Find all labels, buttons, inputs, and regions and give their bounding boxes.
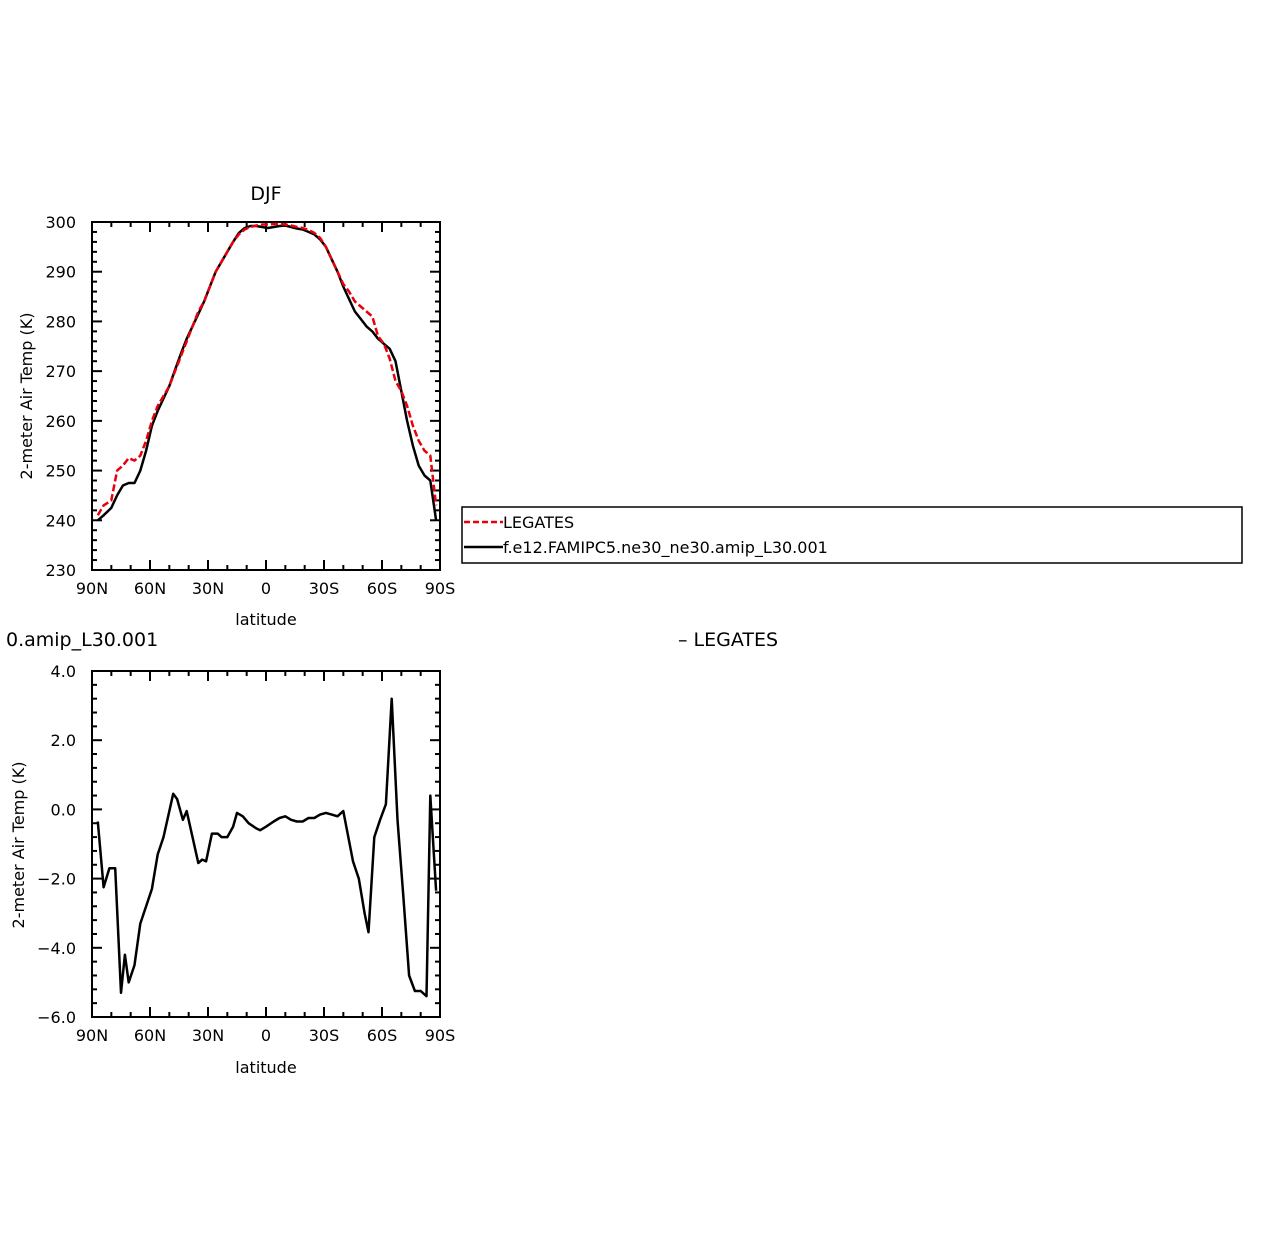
x-tick-label: 90N xyxy=(76,579,108,598)
chart-top-ticks: 90N 60N 30N 0 30S 60S 90S 230 240 250 260 270 280 290… xyxy=(45,213,455,598)
x-tick-label: 30S xyxy=(309,579,340,598)
chart-bottom-title-right: – LEGATES xyxy=(678,629,778,651)
series-line-1-0 xyxy=(96,697,438,998)
x-tick-label: 90N xyxy=(76,1026,108,1045)
series-line-0-0 xyxy=(96,222,438,516)
legend: LEGATES f.e12.FAMIPC5.ne30_ne30.amip_L30… xyxy=(461,506,1243,564)
x-tick-label: 60S xyxy=(367,1026,398,1045)
chart-bottom-title-left: 0.amip_L30.001 xyxy=(6,629,158,651)
x-tick-label: 30N xyxy=(192,579,224,598)
x-tick-label: 90S xyxy=(425,579,456,598)
chart-top-frame xyxy=(91,221,441,571)
chart-bottom-series xyxy=(96,697,438,998)
y-tick-label: −2.0 xyxy=(37,870,76,889)
x-tick-label: 0 xyxy=(261,1026,271,1045)
x-tick-label: 60N xyxy=(134,1026,166,1045)
y-tick-label: 270 xyxy=(45,362,76,381)
x-tick-label: 60S xyxy=(367,579,398,598)
chart-bottom-ticks: 90N 60N 30N 0 30S 60S 90S −6.0 −4.0 −2.0 0.0 2.0 4.0 xyxy=(37,662,455,1045)
y-tick-label: 260 xyxy=(45,412,76,431)
series-line-0-1 xyxy=(96,224,438,522)
y-tick-label: 300 xyxy=(45,213,76,232)
y-tick-label: −6.0 xyxy=(37,1008,76,1027)
chart-bottom-frame xyxy=(91,670,441,1018)
legend-box xyxy=(461,506,1243,564)
chart-top: DJF 90N 60N 30N 0 30S 60S 90S 230 240 250 260 270 28… xyxy=(17,183,455,629)
chart-bottom: 0.amip_L30.001 – LEGATES 90N 60N 30N 0 30S 60… xyxy=(6,629,778,1077)
x-tick-label: 90S xyxy=(425,1026,456,1045)
chart-top-title: DJF xyxy=(250,183,281,205)
x-tick-label: 30S xyxy=(309,1026,340,1045)
legend-label-legates: LEGATES xyxy=(503,513,574,532)
y-tick-label: 290 xyxy=(45,263,76,282)
y-tick-label: 240 xyxy=(45,511,76,530)
y-tick-label: 250 xyxy=(45,462,76,481)
y-tick-label: 0.0 xyxy=(51,800,76,819)
x-tick-label: 30N xyxy=(192,1026,224,1045)
x-tick-label: 0 xyxy=(261,579,271,598)
chart-bottom-ylabel: 2-meter Air Temp (K) xyxy=(9,762,28,929)
chart-top-ylabel: 2-meter Air Temp (K) xyxy=(17,313,36,480)
chart-bottom-xlabel: latitude xyxy=(235,1058,296,1077)
y-tick-label: −4.0 xyxy=(37,939,76,958)
chart-top-xlabel: latitude xyxy=(235,610,296,629)
y-tick-label: 4.0 xyxy=(51,662,76,681)
legend-label-model: f.e12.FAMIPC5.ne30_ne30.amip_L30.001 xyxy=(503,538,828,558)
y-tick-label: 280 xyxy=(45,312,76,331)
x-tick-label: 60N xyxy=(134,579,166,598)
chart-top-series xyxy=(96,222,438,522)
y-tick-label: 230 xyxy=(45,561,76,580)
y-tick-label: 2.0 xyxy=(51,731,76,750)
